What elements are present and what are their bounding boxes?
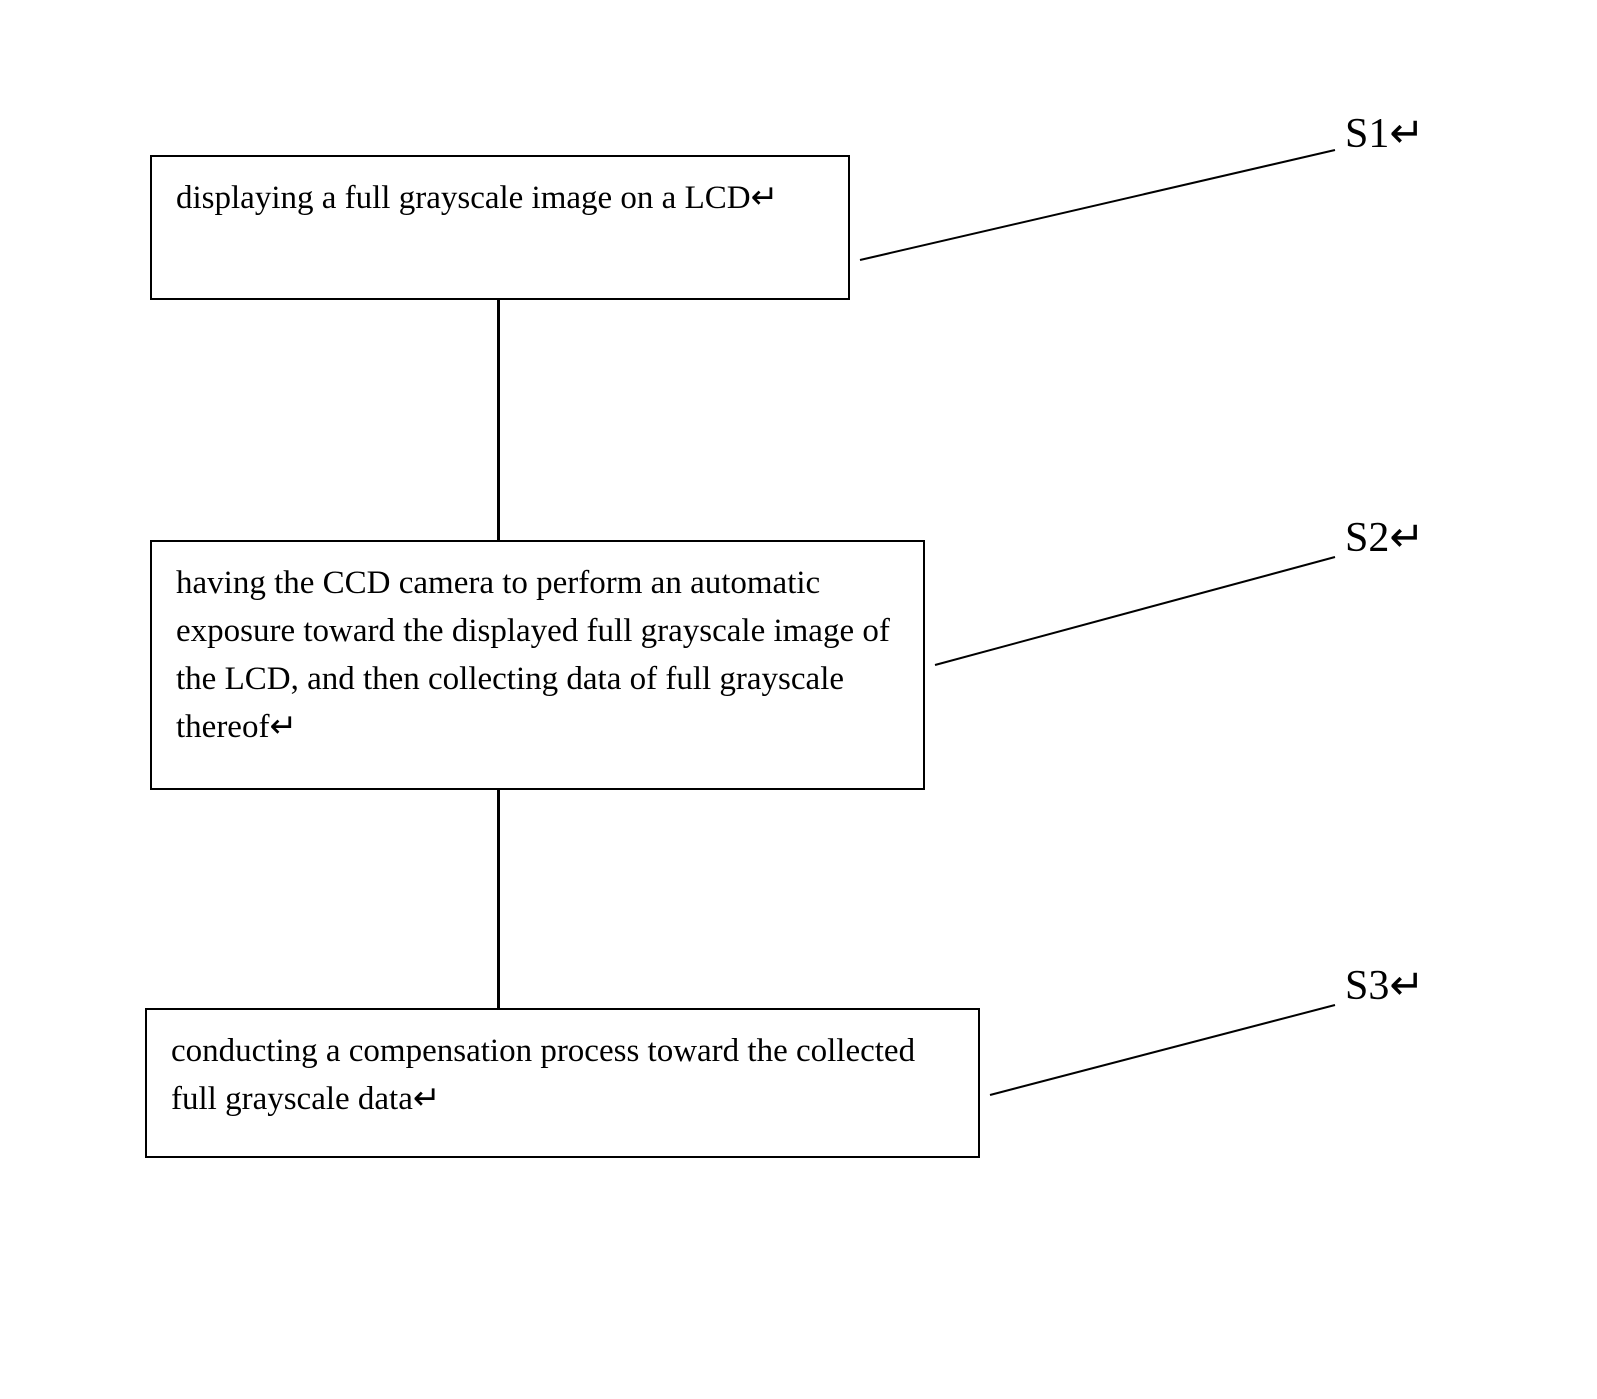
step-label-s3: S3↵ (1345, 960, 1425, 1010)
flowchart-node-s2: having the CCD camera to perform an auto… (150, 540, 925, 790)
node-text: conducting a compensation process toward… (171, 1033, 915, 1117)
node-text: having the CCD camera to perform an auto… (176, 565, 890, 745)
node-text: displaying a full grayscale image on a L… (176, 180, 778, 216)
flowchart-node-s3: conducting a compensation process toward… (145, 1008, 980, 1158)
connector-s2-s3 (497, 790, 500, 1008)
connector-s1-s2 (497, 300, 500, 540)
step-label-s2: S2↵ (1345, 512, 1425, 562)
flowchart-node-s1: displaying a full grayscale image on a L… (150, 155, 850, 300)
leader-line-s1 (860, 150, 1335, 260)
leader-line-s3 (990, 1005, 1335, 1095)
flowchart-canvas: displaying a full grayscale image on a L… (0, 0, 1597, 1399)
step-label-s1: S1↵ (1345, 108, 1425, 158)
leader-line-s2 (935, 557, 1335, 665)
